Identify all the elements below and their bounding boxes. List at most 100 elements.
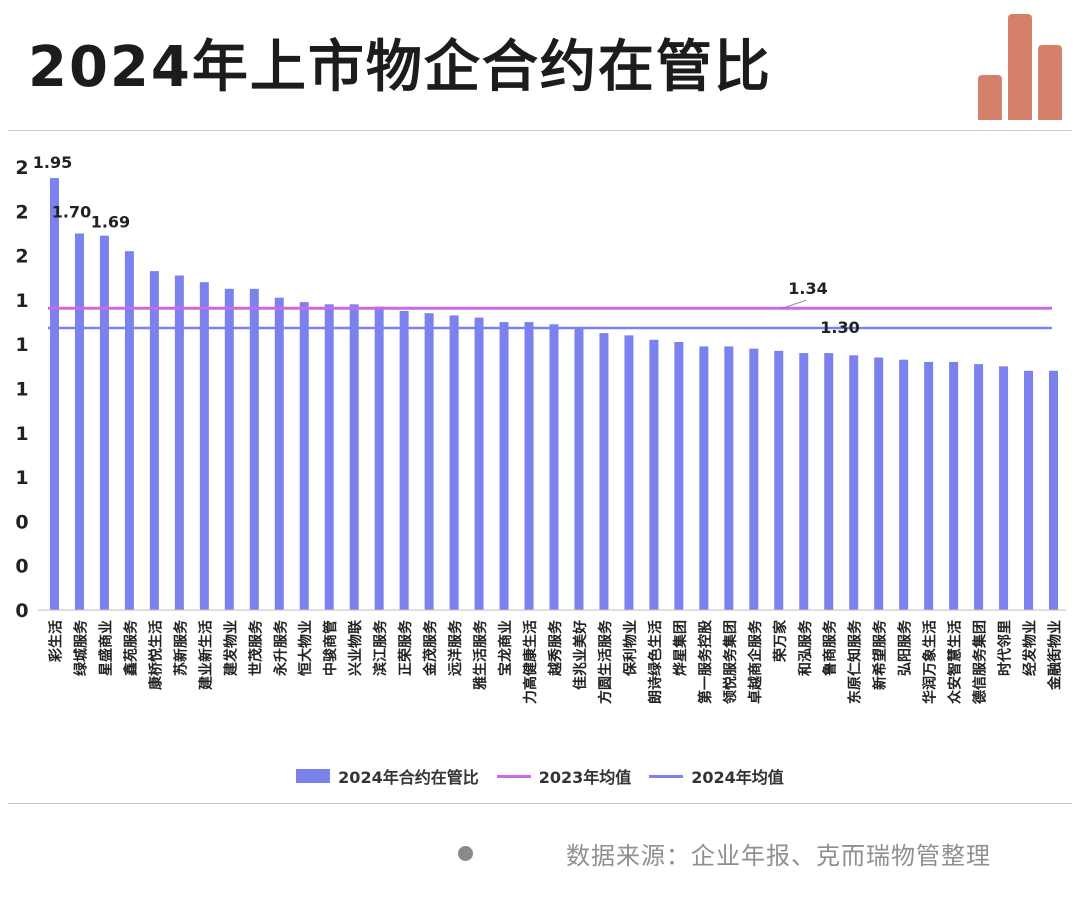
x-tick-label: 世茂服务	[247, 619, 264, 676]
x-tick-label: 方圆生活服务	[597, 619, 614, 704]
x-tick-label: 鑫苑服务	[122, 619, 139, 677]
bar	[74, 233, 84, 610]
x-tick-label: 时代邻里	[997, 620, 1014, 676]
bar-chart: 0 0 0 1 1 1 1 1 2 2 2 彩生活 绿城服务 星盛商业 鑫苑服务 康桥悦生活 苏新服务 建业新生活…	[15, 153, 1066, 704]
bottom-divider	[8, 803, 1072, 804]
x-tick-label: 正荣服务	[397, 619, 414, 676]
legend-swatch-avg2023	[496, 774, 531, 778]
legend-label-avg2023: 2023年均值	[538, 768, 632, 787]
bar	[674, 341, 684, 610]
bar	[349, 304, 359, 610]
legend-label-avg2024: 2024年均值	[691, 768, 784, 787]
x-tick-label: 朗诗绿色生活	[647, 620, 664, 704]
bar	[999, 366, 1009, 610]
legend-label-bars: 2024年合约在管比	[338, 768, 479, 787]
bar	[724, 346, 734, 610]
x-tick-label: 绿城服务	[72, 619, 89, 676]
x-tick-label: 第一服务控股	[697, 619, 714, 704]
legend-item-avg2023: 2023年均值	[496, 764, 632, 788]
x-tick-label: 建业新生活	[197, 620, 214, 690]
y-tick-label: 0	[15, 556, 28, 578]
legend-swatch-bar	[296, 769, 331, 783]
x-tick-label: 远洋服务	[447, 619, 464, 676]
bar	[124, 251, 134, 611]
chart-legend: 2024年合约在管比 2023年均值 2024年均值	[0, 764, 1080, 788]
bar	[699, 346, 709, 610]
y-tick-label: 1	[15, 423, 28, 445]
x-tick-label: 烨星集团	[672, 620, 689, 676]
bar	[449, 315, 459, 610]
bar	[399, 310, 409, 610]
bar	[624, 335, 634, 610]
bar	[1049, 370, 1059, 610]
y-tick-label: 1	[15, 379, 28, 401]
x-tick-label: 卓越商企服务	[747, 619, 764, 704]
x-tick-label: 保利物业	[622, 620, 639, 677]
y-tick-label: 1	[15, 467, 28, 489]
y-tick-label: 2	[15, 246, 28, 268]
bar	[174, 275, 184, 610]
bar	[649, 339, 659, 610]
bar	[274, 297, 284, 610]
bar	[924, 361, 934, 610]
bar	[224, 288, 234, 610]
bar	[474, 317, 484, 610]
x-tick-label: 和泓服务	[797, 619, 814, 676]
bar	[549, 324, 559, 610]
bar	[824, 353, 834, 610]
y-tick-label: 0	[15, 600, 28, 622]
legend-item-avg2024: 2024年均值	[649, 764, 784, 788]
bar	[424, 313, 434, 610]
bullet-dot-icon	[458, 846, 473, 861]
y-tick-label: 0	[15, 511, 28, 533]
x-tick-label: 力高健康生活	[522, 620, 539, 704]
data-label: 1.95	[33, 153, 72, 172]
bar	[299, 302, 309, 610]
x-tick-label: 东原仁知服务	[847, 619, 864, 704]
avg-2023-label: 1.34	[788, 279, 827, 298]
bar	[149, 271, 159, 610]
x-tick-label: 越秀服务	[547, 619, 564, 677]
x-tick-label: 滨江服务	[372, 619, 389, 676]
x-tick-label: 鲁商服务	[822, 619, 839, 677]
x-tick-label: 中骏商管	[322, 620, 339, 676]
bar	[599, 333, 609, 610]
y-tick-label: 2	[15, 157, 28, 179]
bar	[199, 282, 209, 610]
x-tick-label: 永升服务	[272, 619, 289, 677]
x-tick-label: 佳兆业美好	[572, 620, 589, 690]
bar	[874, 357, 884, 610]
y-tick-label: 1	[15, 334, 28, 356]
x-tick-label: 星盛商业	[97, 620, 114, 676]
x-tick-label: 众安智慧生活	[947, 620, 964, 704]
legend-swatch-avg2024	[649, 774, 684, 778]
x-tick-label: 金融街物业	[1047, 620, 1064, 691]
bar-chart-logo-icon	[976, 12, 1066, 120]
x-tick-label: 华润万象生活	[922, 620, 939, 704]
bar	[374, 306, 384, 610]
page-title: 2024年上市物企合约在管比	[28, 35, 772, 100]
bar	[899, 359, 909, 610]
bar	[324, 304, 334, 610]
x-tick-label: 恒大物业	[297, 620, 314, 676]
bar	[799, 353, 809, 610]
bar	[749, 348, 759, 610]
y-tick-label: 2	[15, 201, 28, 223]
bar	[249, 288, 259, 610]
x-tick-label: 苏新服务	[172, 619, 189, 676]
x-tick-label: 新希望服务	[872, 619, 889, 690]
bar	[774, 350, 784, 610]
top-divider	[8, 130, 1072, 131]
x-tick-label: 彩生活	[47, 620, 64, 663]
bar	[849, 355, 859, 610]
x-tick-label: 领悦服务集团	[722, 620, 739, 704]
x-tick-label: 雅生活服务	[472, 619, 489, 690]
bar	[1024, 370, 1034, 610]
bar	[49, 178, 59, 610]
bar	[974, 364, 984, 610]
x-tick-label: 兴业物联	[347, 619, 364, 676]
x-tick-label: 弘阳服务	[897, 619, 914, 676]
bar	[574, 328, 584, 610]
legend-item-bars: 2024年合约在管比	[296, 764, 479, 788]
x-tick-label: 金茂服务	[422, 619, 439, 677]
